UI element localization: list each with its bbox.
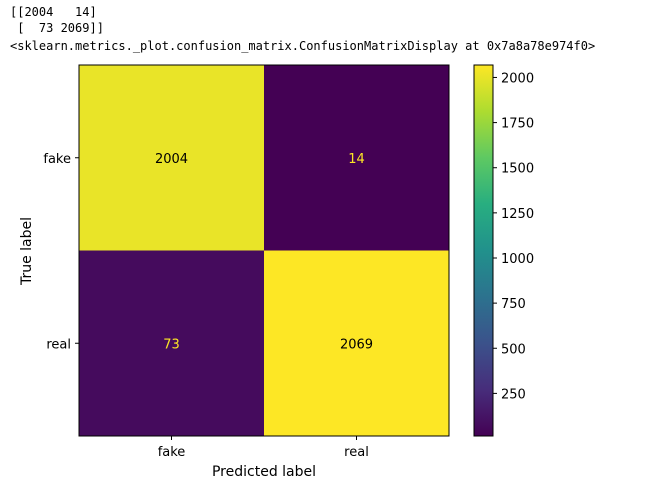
colorbar-tick-label: 500	[501, 342, 526, 357]
x-axis-label: Predicted label	[212, 464, 316, 480]
colorbar	[473, 64, 494, 437]
cell-value-label: 2069	[340, 337, 373, 352]
display-repr-text: <sklearn.metrics._plot.confusion_matrix.…	[10, 39, 596, 53]
cell-value-label: 14	[348, 152, 365, 167]
y-tick-label-real: real	[46, 337, 71, 352]
printed-matrix-line-1: [[2004 14]	[10, 5, 97, 19]
matrix-frame	[78, 64, 450, 437]
colorbar-tick-label: 1000	[501, 252, 534, 267]
colorbar-tick-label: 2000	[501, 71, 534, 86]
y-axis-label: True label	[19, 217, 35, 286]
cell-value-label: 2004	[155, 152, 188, 167]
matrix-cell-fake-fake	[79, 65, 264, 251]
colorbar-tick-label: 1750	[501, 117, 534, 132]
x-tick-label-fake: fake	[158, 445, 186, 460]
matrix-cell-fake-real	[264, 65, 449, 251]
matrix-cell-real-fake	[79, 250, 264, 436]
colorbar-tick-label: 750	[501, 297, 526, 312]
y-tick-label-fake: fake	[43, 152, 71, 167]
colorbar-tick-label: 1500	[501, 162, 534, 177]
cell-value-label: 73	[163, 337, 180, 352]
colorbar-tick-label: 250	[501, 387, 526, 402]
colorbar-tick-label: 1250	[501, 207, 534, 222]
x-tick-label-real: real	[344, 445, 369, 460]
printed-matrix-line-2: [ 73 2069]]	[10, 21, 104, 35]
matrix-cell-real-real	[264, 250, 449, 436]
